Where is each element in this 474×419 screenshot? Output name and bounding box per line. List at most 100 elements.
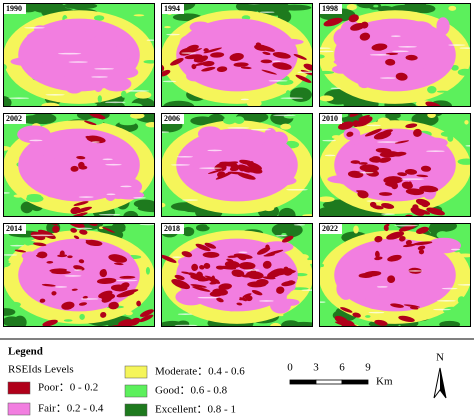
map-panel <box>3 113 155 217</box>
poor-patch <box>96 277 117 284</box>
fair-lobe <box>338 177 356 185</box>
poor-patch <box>207 168 224 175</box>
light-streak <box>115 279 138 282</box>
forest-patch <box>278 207 296 217</box>
panel-frame <box>161 113 313 217</box>
poor-patch <box>239 297 246 301</box>
poor-patch <box>78 302 88 306</box>
poor-patch <box>276 286 285 294</box>
map-panel <box>3 3 155 107</box>
poor-patch <box>393 151 407 157</box>
mixed-patch <box>377 117 391 126</box>
poor-patch <box>209 290 224 297</box>
poor-patch <box>242 293 252 298</box>
forest-patch <box>195 224 210 232</box>
poor-patch <box>52 225 60 233</box>
poor-patch <box>384 182 395 187</box>
mixed-patch <box>460 210 465 217</box>
mixed-patch <box>319 95 334 102</box>
poor-patch <box>390 303 404 308</box>
poor-patch <box>236 302 243 306</box>
poor-patch <box>387 275 396 284</box>
light-streak <box>57 52 82 55</box>
scale-label: 3 <box>313 362 319 374</box>
fair-lobe <box>358 78 371 89</box>
light-streak <box>94 68 114 70</box>
poor-patch <box>203 262 211 269</box>
fair-lobe <box>251 27 282 44</box>
mixed-patch <box>206 223 222 229</box>
poor-patch <box>67 255 73 259</box>
fair-lobe <box>336 280 348 298</box>
forest-patch <box>281 320 301 327</box>
map-panel <box>3 223 155 342</box>
year-bg <box>320 4 342 14</box>
poor-patch <box>218 283 232 290</box>
fair-lobe <box>76 39 97 52</box>
fair-lobe <box>175 288 207 306</box>
fair-lobe <box>177 165 198 179</box>
poor-patch <box>417 245 426 251</box>
poor-patch <box>78 259 85 264</box>
light-streak <box>197 296 219 299</box>
poor-patch <box>191 263 199 272</box>
mixed-patch <box>436 90 449 93</box>
light-streak <box>250 128 272 131</box>
poor-patch <box>199 265 205 270</box>
fair-lobe <box>87 268 112 279</box>
panel-year: 2006 <box>164 114 180 123</box>
poor-patch <box>202 251 220 258</box>
mixed-patch <box>427 86 437 94</box>
poor-patch <box>121 289 139 295</box>
fair-lobe <box>212 143 223 161</box>
poor-patch <box>193 61 211 67</box>
poor-patch <box>425 102 445 107</box>
poor-patch <box>355 116 373 127</box>
light-streak <box>24 26 45 29</box>
mixed-patch <box>319 70 335 75</box>
poor-patch <box>41 283 56 287</box>
panel-frame <box>319 113 471 217</box>
poor-patch <box>101 268 107 274</box>
mixed-patch <box>3 201 13 204</box>
mixed-patch <box>125 102 143 107</box>
poor-patch <box>14 249 27 253</box>
light-streak <box>9 244 24 247</box>
poor-patch <box>420 165 432 172</box>
poor-patch <box>190 284 207 288</box>
light-streak <box>448 44 466 46</box>
light-streak <box>91 141 100 143</box>
poor-patch <box>118 319 132 326</box>
poor-patch <box>412 241 433 246</box>
panel-frame <box>161 3 313 107</box>
light-streak <box>98 213 121 216</box>
legend-swatch <box>124 365 148 379</box>
mixed-patch <box>21 145 26 149</box>
poor-patch <box>281 280 296 287</box>
poor-patch <box>78 333 94 342</box>
panel-frame <box>3 3 155 107</box>
poor-patch <box>139 309 154 317</box>
poor-patch <box>262 260 272 269</box>
light-streak <box>64 275 82 277</box>
fair-lobe <box>53 168 81 184</box>
scale-segment <box>315 379 343 385</box>
light-streak <box>176 155 194 158</box>
poor-patch <box>181 251 193 258</box>
mixed-patch <box>135 177 152 181</box>
light-streak <box>275 234 288 237</box>
fair-lobe <box>349 38 381 55</box>
poor-patch <box>405 54 418 61</box>
fair-lobe <box>270 176 297 186</box>
mixed-patch <box>319 196 335 203</box>
light-streak <box>319 47 331 50</box>
poor-patch <box>174 274 185 280</box>
forest-patch <box>20 201 34 214</box>
poor-patch <box>357 190 369 199</box>
fair-lobe <box>98 45 119 52</box>
light-streak <box>400 178 425 180</box>
light-streak <box>391 50 409 53</box>
mixed-patch <box>143 59 155 64</box>
fair-lobe <box>436 17 450 36</box>
forest-patch <box>289 87 312 102</box>
